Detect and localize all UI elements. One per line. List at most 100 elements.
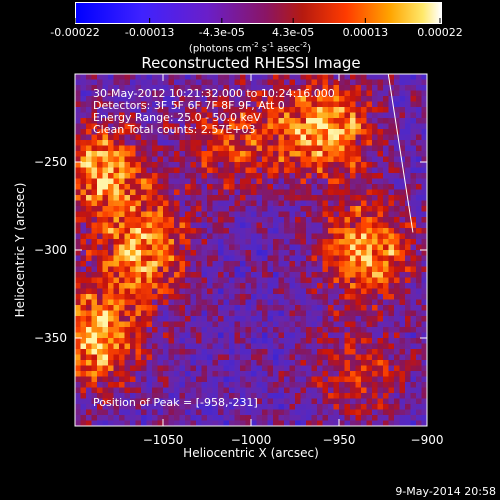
heatmap-cell — [289, 382, 296, 388]
heatmap-cell — [344, 299, 351, 306]
heatmap-cell — [278, 371, 285, 377]
heatmap-cell — [394, 151, 400, 157]
heatmap-cell — [306, 382, 312, 388]
heatmap-cell — [372, 244, 378, 251]
heatmap-cell — [124, 189, 131, 196]
heatmap-cell — [317, 233, 323, 240]
heatmap-cell — [306, 266, 312, 273]
heatmap-cell — [179, 162, 186, 168]
heatmap-cell — [75, 266, 81, 273]
heatmap-cell — [273, 206, 279, 212]
heatmap-cell — [256, 79, 263, 86]
heatmap-cell — [317, 332, 323, 339]
heatmap-cell — [339, 118, 345, 124]
heatmap-cell — [207, 244, 213, 251]
heatmap-cell — [322, 206, 329, 212]
heatmap-cell — [229, 316, 235, 322]
heatmap-cell — [278, 365, 285, 372]
heatmap-cell — [394, 365, 400, 372]
heatmap-cell — [311, 310, 318, 317]
heatmap-cell — [416, 316, 422, 322]
heatmap-cell — [223, 310, 230, 317]
heatmap-cell — [185, 244, 191, 251]
heatmap-cell — [350, 266, 356, 273]
heatmap-cell — [339, 184, 345, 190]
heatmap-cell — [388, 404, 395, 410]
heatmap-cell — [317, 178, 323, 185]
heatmap-cell — [322, 272, 329, 278]
heatmap-cell — [372, 167, 378, 174]
heatmap-cell — [344, 360, 351, 366]
heatmap-cell — [223, 277, 230, 284]
heatmap-cell — [168, 112, 175, 119]
heatmap-cell — [284, 277, 290, 284]
heatmap-cell — [152, 74, 158, 80]
heatmap-cell — [399, 398, 406, 405]
heatmap-cell — [234, 420, 241, 426]
heatmap-cell — [361, 217, 367, 223]
heatmap-cell — [146, 272, 153, 278]
heatmap-cell — [201, 123, 208, 130]
heatmap-cell — [201, 376, 208, 383]
heatmap-cell — [130, 321, 136, 328]
heatmap-cell — [234, 112, 241, 119]
heatmap-cell — [91, 349, 98, 355]
heatmap-cell — [289, 332, 296, 339]
heatmap-cell — [86, 140, 92, 146]
heatmap-cell — [113, 134, 120, 141]
heatmap-cell — [377, 79, 384, 86]
heatmap-cell — [190, 349, 197, 355]
heatmap-cell — [372, 200, 378, 207]
heatmap-cell — [174, 189, 180, 196]
heatmap-cell — [108, 266, 114, 273]
heatmap-cell — [377, 382, 384, 388]
heatmap-cell — [361, 343, 367, 350]
heatmap-cell — [383, 354, 389, 361]
heatmap-cell — [124, 85, 131, 91]
heatmap-cell — [366, 398, 373, 405]
heatmap-cell — [119, 327, 125, 333]
heatmap-cell — [300, 387, 307, 394]
heatmap-cell — [344, 211, 351, 218]
heatmap-cell — [289, 288, 296, 295]
heatmap-cell — [240, 211, 246, 218]
heatmap-cell — [240, 145, 246, 152]
heatmap-cell — [135, 96, 142, 102]
heatmap-cell — [256, 118, 263, 124]
heatmap-cell — [328, 173, 334, 179]
heatmap-cell — [355, 101, 362, 108]
heatmap-cell — [102, 200, 109, 207]
heatmap-cell — [102, 250, 109, 256]
heatmap-cell — [157, 107, 164, 113]
heatmap-cell — [86, 118, 92, 124]
heatmap-cell — [322, 118, 329, 124]
heatmap-cell — [383, 244, 389, 251]
heatmap-cell — [311, 327, 318, 333]
heatmap-cell — [267, 316, 274, 322]
heatmap-cell — [146, 112, 153, 119]
heatmap-cell — [201, 156, 208, 163]
heatmap-cell — [229, 272, 235, 278]
heatmap-cell — [152, 123, 158, 130]
heatmap-cell — [163, 222, 169, 229]
heatmap-cell — [163, 173, 169, 179]
heatmap-cell — [262, 250, 268, 256]
heatmap-cell — [102, 123, 109, 130]
heatmap-cell — [344, 305, 351, 311]
heatmap-cell — [416, 354, 422, 361]
heatmap-cell — [218, 398, 224, 405]
heatmap-cell — [234, 321, 241, 328]
heatmap-cell — [273, 310, 279, 317]
heatmap-cell — [80, 261, 87, 267]
heatmap-cell — [399, 250, 406, 256]
heatmap-cell — [333, 101, 340, 108]
heatmap-cell — [97, 409, 103, 416]
heatmap-cell — [300, 327, 307, 333]
heatmap-cell — [97, 404, 103, 410]
heatmap-cell — [262, 305, 268, 311]
heatmap-cell — [157, 327, 164, 333]
heatmap-cell — [245, 288, 252, 295]
heatmap-cell — [328, 415, 334, 421]
heatmap-cell — [289, 404, 296, 410]
heatmap-cell — [141, 239, 147, 245]
